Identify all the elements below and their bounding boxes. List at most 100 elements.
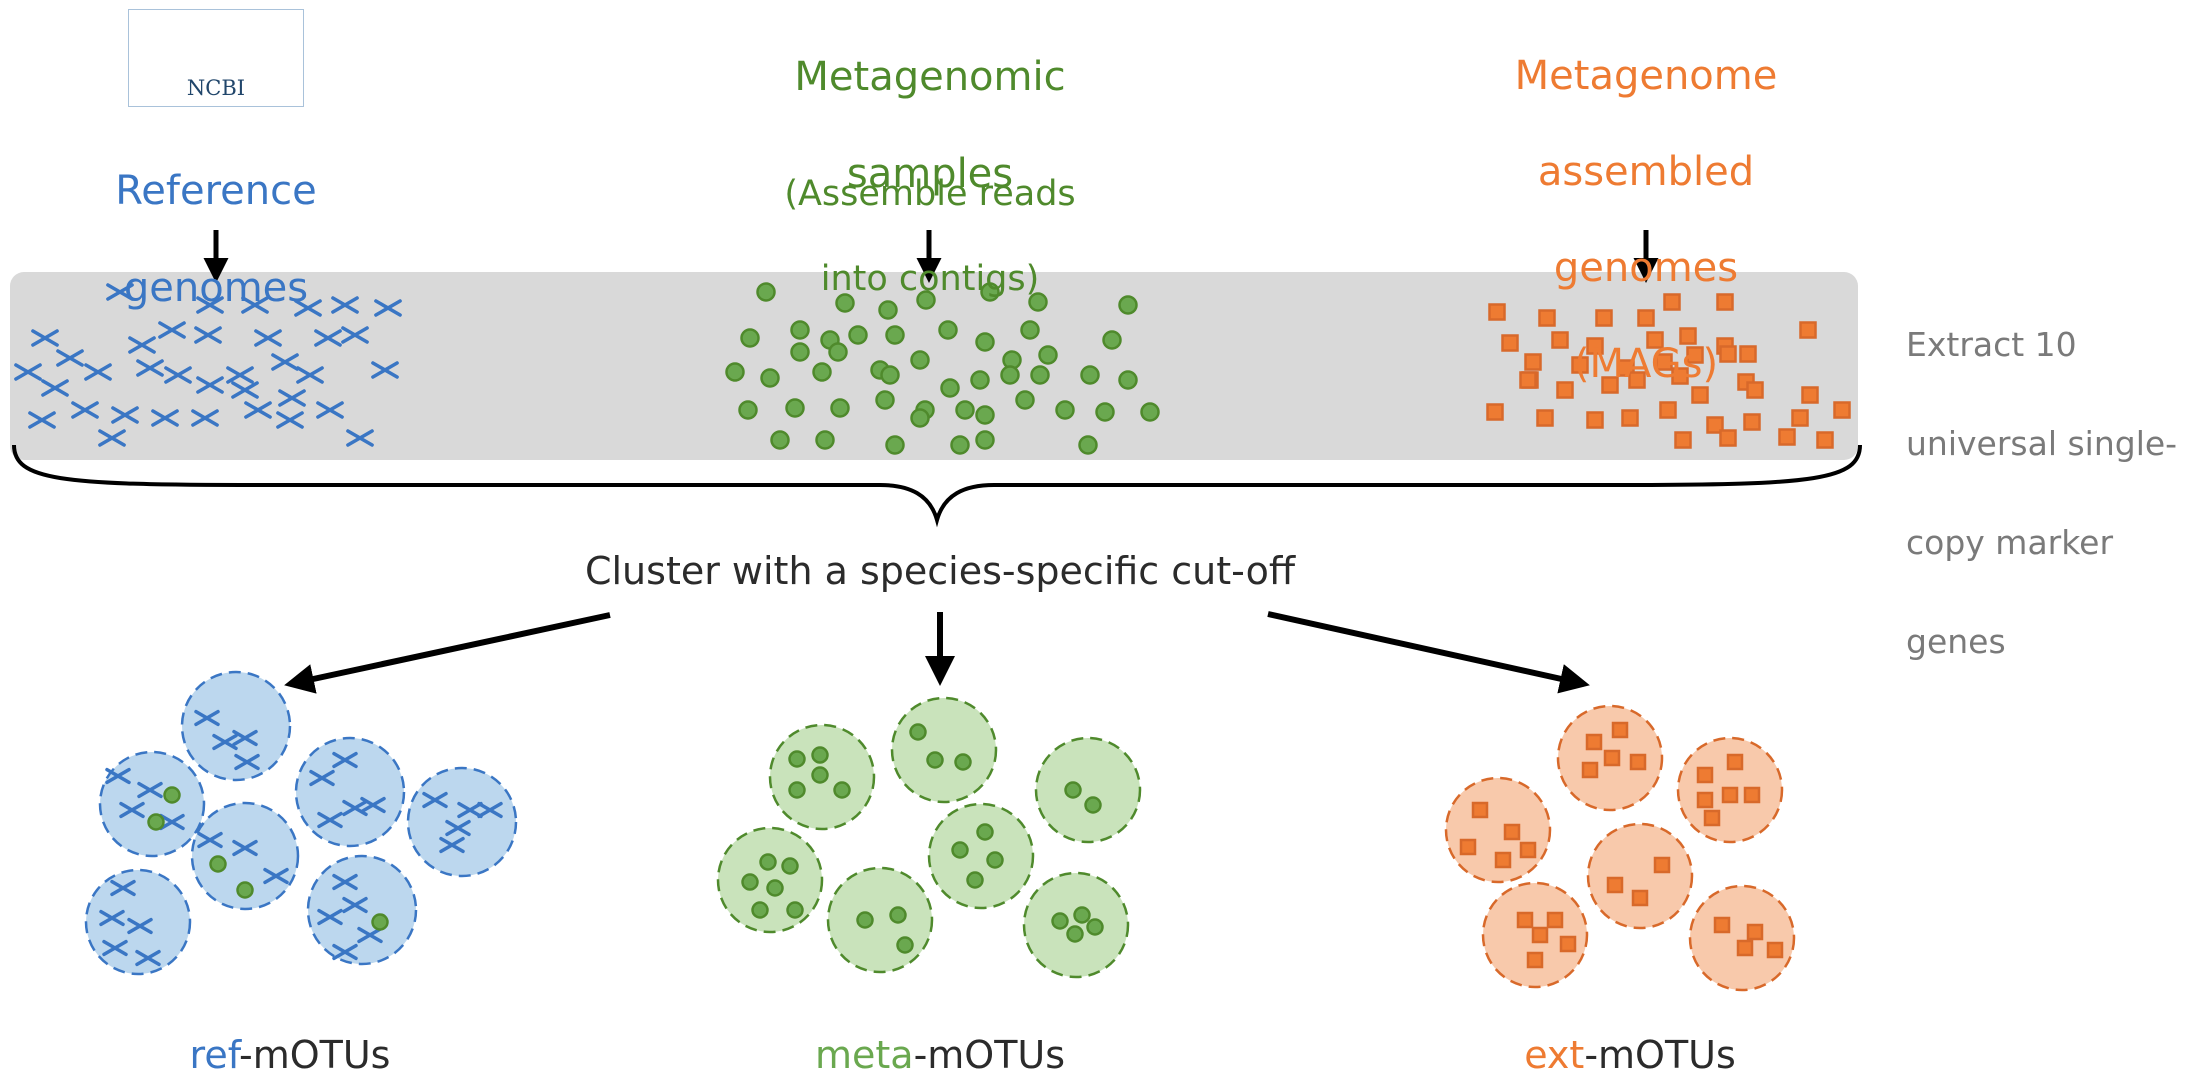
square-icon <box>1488 303 1506 321</box>
mags-label: Metagenome assembled genomes (MAGs) <box>1486 4 1806 436</box>
circle-dot-icon <box>766 879 784 897</box>
circle-dot-icon <box>835 293 855 313</box>
circle-dot-icon <box>950 435 970 455</box>
cross-icon <box>314 329 342 347</box>
circle-dot-icon <box>828 342 848 362</box>
circle-dot-icon <box>889 906 907 924</box>
cross-icon <box>422 791 448 809</box>
square-icon <box>1646 331 1664 349</box>
square-icon <box>1621 409 1639 427</box>
square-icon <box>1679 327 1697 345</box>
meta-cluster <box>1022 871 1130 979</box>
extract-line-1: Extract 10 <box>1906 324 2077 364</box>
square-icon <box>1601 376 1619 394</box>
cross-icon <box>278 389 306 407</box>
cross-icon <box>102 939 128 957</box>
circle-dot-icon <box>926 751 944 769</box>
square-icon <box>1691 386 1709 404</box>
circle-dot-icon <box>910 350 930 370</box>
square-icon <box>1471 801 1489 819</box>
meta-cluster <box>716 826 824 934</box>
square-icon <box>1746 923 1764 941</box>
circle-dot-icon <box>830 398 850 418</box>
square-icon <box>1671 367 1689 385</box>
circle-dot-icon <box>1038 345 1058 365</box>
circle-dot-icon <box>725 362 745 382</box>
circle-dot-icon <box>833 781 851 799</box>
cross-icon <box>439 836 465 854</box>
square-icon <box>1746 381 1764 399</box>
circle-dot-icon <box>910 408 930 428</box>
meta-suffix: -mOTUs <box>913 1033 1066 1078</box>
square-icon <box>1719 429 1737 447</box>
cross-icon <box>294 299 322 317</box>
circle-dot-icon <box>1118 295 1138 315</box>
ref-suffix: -mOTUs <box>239 1033 391 1078</box>
circle-dot-icon <box>970 370 990 390</box>
reference-genomes-label: Reference genomes <box>76 118 356 362</box>
square-icon <box>1586 337 1604 355</box>
cross-icon <box>164 366 192 384</box>
metagenomic-title-line-1: Metagenomic <box>794 53 1066 100</box>
circle-dot-icon <box>811 766 829 784</box>
cross-icon <box>106 283 134 301</box>
circle-dot-icon <box>760 368 780 388</box>
ref-prefix: ref <box>189 1033 239 1078</box>
circle-dot-icon <box>815 430 835 450</box>
circle-dot-icon <box>976 823 994 841</box>
cross-icon <box>232 839 258 857</box>
square-icon <box>1766 941 1784 959</box>
circle-dot-icon <box>848 325 868 345</box>
circle-dot-icon <box>1086 918 1104 936</box>
square-icon <box>1536 409 1554 427</box>
cross-icon <box>56 349 84 367</box>
cross-icon <box>14 363 42 381</box>
square-icon <box>1486 403 1504 421</box>
cross-icon <box>332 943 358 961</box>
circle-dot-icon <box>966 871 984 889</box>
circle-dot-icon <box>885 325 905 345</box>
circle-dot-icon <box>951 841 969 859</box>
square-icon <box>1494 851 1512 869</box>
reference-label-line-2: genomes <box>123 265 309 312</box>
ref-cluster <box>180 670 292 782</box>
square-icon <box>1524 353 1542 371</box>
cross-icon <box>119 801 145 819</box>
square-icon <box>1816 431 1834 449</box>
ref-cluster <box>84 868 192 976</box>
square-icon <box>1703 809 1721 827</box>
square-icon <box>1556 381 1574 399</box>
square-icon <box>1791 409 1809 427</box>
grouping-brace <box>12 444 1862 528</box>
cross-icon <box>241 296 269 314</box>
circle-dot-icon <box>916 290 936 310</box>
arrow-to-ref <box>284 612 611 694</box>
cross-icon <box>357 926 383 944</box>
meta-motus-label: meta-mOTUs <box>780 986 1100 1079</box>
cross-icon <box>135 949 161 967</box>
cross-icon <box>84 363 112 381</box>
ext-suffix: -mOTUs <box>1584 1033 1736 1078</box>
cross-icon <box>194 709 220 727</box>
metagenomic-note: (Assemble reads into contigs) <box>760 130 1100 343</box>
circle-dot-icon <box>790 342 810 362</box>
circle-dot-icon <box>954 753 972 771</box>
extract-line-4: genes <box>1906 621 2006 661</box>
cross-icon <box>212 733 238 751</box>
circle-dot-icon <box>147 813 165 831</box>
square-icon <box>1595 309 1613 327</box>
cross-icon <box>41 379 69 397</box>
circle-dot-icon <box>1055 400 1075 420</box>
ref-cluster <box>98 750 206 858</box>
circle-dot-icon <box>236 881 254 899</box>
cross-icon <box>111 406 139 424</box>
cross-icon <box>71 401 99 419</box>
cluster-groups <box>84 670 1796 992</box>
circle-dot-icon <box>371 913 389 931</box>
square-icon <box>1778 428 1796 446</box>
circle-dot-icon <box>209 855 227 873</box>
circle-dot-icon <box>738 400 758 420</box>
cross-icon <box>28 411 56 429</box>
cluster-label: Cluster with a species-specific cut-off <box>584 549 1296 593</box>
cross-icon <box>360 796 386 814</box>
